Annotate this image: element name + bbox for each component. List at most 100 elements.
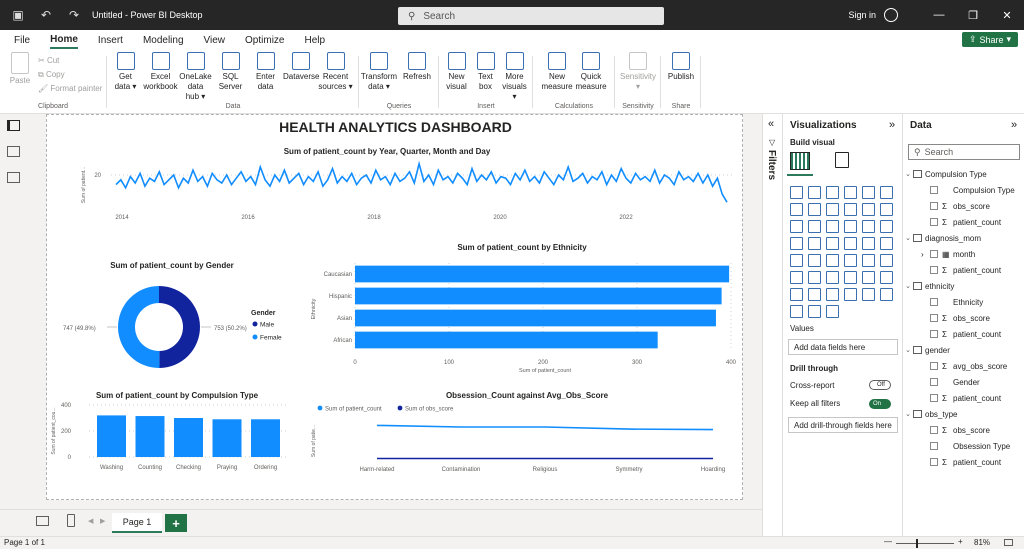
collapse-visualizations-icon[interactable]: » (889, 119, 896, 131)
visual-type-icon[interactable] (790, 220, 803, 233)
calculations-button-new[interactable]: New measure (540, 52, 574, 92)
field-checkbox[interactable] (930, 298, 938, 306)
paste-button[interactable]: Paste (8, 52, 32, 86)
field-ethnicity[interactable]: Ethnicity (903, 295, 1024, 309)
menu-modeling[interactable]: Modeling (142, 34, 184, 46)
visual-type-icon[interactable] (808, 237, 821, 250)
field-checkbox[interactable] (930, 250, 938, 258)
visual-type-icon[interactable] (862, 254, 875, 267)
visual-type-icon[interactable] (880, 237, 893, 250)
field-checkbox[interactable] (930, 330, 938, 338)
build-visual-tab-icon[interactable] (790, 152, 810, 170)
field-checkbox[interactable] (930, 314, 938, 322)
visual-type-icon[interactable] (790, 288, 803, 301)
zoom-out-icon[interactable]: — (884, 537, 892, 546)
filters-pane-collapsed[interactable]: « ▽ Filters (762, 114, 782, 536)
minimize-icon[interactable]: — (933, 9, 945, 21)
sensitivity-button-sensitivity[interactable]: Sensitivity ▾ (616, 52, 660, 92)
page-tab-1[interactable]: Page 1 (112, 513, 162, 533)
copy-button[interactable]: ⧉ Copy (38, 70, 65, 79)
cross-report-toggle[interactable]: Off (869, 380, 891, 390)
visual-type-icon[interactable] (880, 203, 893, 216)
table-compulsion-type[interactable]: ⌄ Compulsion Type (903, 167, 1024, 181)
zoom-slider-thumb[interactable] (916, 539, 918, 548)
field-gender[interactable]: Gender (903, 375, 1024, 389)
data-button-sql[interactable]: SQL Server (213, 52, 248, 92)
field-checkbox[interactable] (930, 442, 938, 450)
collapse-data-icon[interactable]: » (1011, 119, 1018, 131)
report-view-icon[interactable] (7, 120, 20, 131)
keep-all-filters-toggle[interactable]: On (869, 399, 891, 409)
obsession-line-chart[interactable]: Sum of patient_count Sum of obs_score Sum … (307, 403, 737, 483)
undo-icon[interactable]: ↶ (40, 8, 52, 22)
visual-type-icon[interactable] (862, 220, 875, 233)
expand-filters-icon[interactable]: « (768, 118, 775, 130)
visual-type-icon[interactable] (880, 271, 893, 284)
visual-type-icon[interactable] (826, 220, 839, 233)
visual-type-icon[interactable] (826, 254, 839, 267)
menu-optimize[interactable]: Optimize (245, 34, 285, 46)
share-button-publish[interactable]: Publish (662, 52, 700, 82)
visual-type-icon[interactable] (862, 203, 875, 216)
share-button[interactable]: ⇪ Share ▾ (962, 32, 1018, 47)
visual-type-icon[interactable] (826, 237, 839, 250)
data-button-get[interactable]: Get data ▾ (108, 52, 143, 92)
menu-insert[interactable]: Insert (97, 34, 123, 46)
model-view-icon[interactable] (7, 172, 20, 183)
visual-type-icon[interactable] (880, 186, 893, 199)
field-checkbox[interactable] (930, 202, 938, 210)
visual-type-icon[interactable] (844, 271, 857, 284)
redo-icon[interactable]: ↷ (68, 8, 80, 22)
insert-button-new[interactable]: New visual (442, 52, 471, 92)
global-search-box[interactable]: ⚲ Search (398, 7, 664, 25)
visual-type-icon[interactable] (844, 186, 857, 199)
timeline-chart[interactable]: Sum of patient... 20 2014 2016 2018 2020 2022 (77, 157, 737, 223)
queries-button-refresh[interactable]: Refresh (398, 52, 436, 82)
visual-type-icon[interactable] (826, 305, 839, 318)
gender-donut-chart[interactable]: 747 (49.8%) 753 (50.2%) Gender Male Female (55, 273, 310, 373)
visual-type-icon[interactable] (844, 203, 857, 216)
field-checkbox[interactable] (930, 186, 938, 194)
visual-type-icon[interactable] (808, 254, 821, 267)
field-checkbox[interactable] (930, 458, 938, 466)
menu-help[interactable]: Help (304, 34, 326, 46)
visual-type-icon[interactable] (862, 271, 875, 284)
next-page-icon[interactable]: ▶ (100, 518, 106, 525)
menu-home[interactable]: Home (50, 32, 78, 49)
chevron-down-icon[interactable]: ⌄ (905, 171, 911, 178)
data-button-excel[interactable]: Excel workbook (143, 52, 178, 92)
format-visual-tab-icon[interactable] (835, 152, 849, 168)
field-compulsion-type[interactable]: Compulsion Type (903, 183, 1024, 197)
cut-button[interactable]: ✂ Cut (38, 56, 60, 65)
visual-type-icon[interactable] (808, 271, 821, 284)
visual-type-icon[interactable] (826, 288, 839, 301)
visual-type-icon[interactable] (862, 237, 875, 250)
chevron-right-icon[interactable]: › (921, 249, 924, 259)
field-obsession-type[interactable]: Obsession Type (903, 439, 1024, 453)
visual-type-icon[interactable] (826, 186, 839, 199)
visual-type-icon[interactable] (808, 186, 821, 199)
mobile-layout-icon[interactable] (67, 514, 75, 527)
data-button-recent[interactable]: Recent sources ▾ (318, 52, 353, 92)
desktop-layout-icon[interactable] (36, 516, 49, 526)
visual-type-icon[interactable] (790, 186, 803, 199)
drill-through-drop-zone[interactable]: Add drill-through fields here (788, 417, 898, 433)
visual-type-icon[interactable] (862, 288, 875, 301)
visual-type-icon[interactable] (844, 288, 857, 301)
insert-button-more[interactable]: More visuals ▾ (500, 52, 529, 102)
ethnicity-bar-chart[interactable]: 0 100 200 300 400 Caucasian Hispanic Asian Afric… (307, 259, 737, 385)
visual-type-icon[interactable] (844, 237, 857, 250)
table-ethnicity[interactable]: ⌄ ethnicity (903, 279, 1024, 293)
visual-type-icon[interactable] (826, 271, 839, 284)
field-checkbox[interactable] (930, 218, 938, 226)
calculations-button-quick[interactable]: Quick measure (574, 52, 608, 92)
account-icon[interactable] (884, 8, 898, 22)
data-button-onelake-data[interactable]: OneLake data hub ▾ (178, 52, 213, 102)
